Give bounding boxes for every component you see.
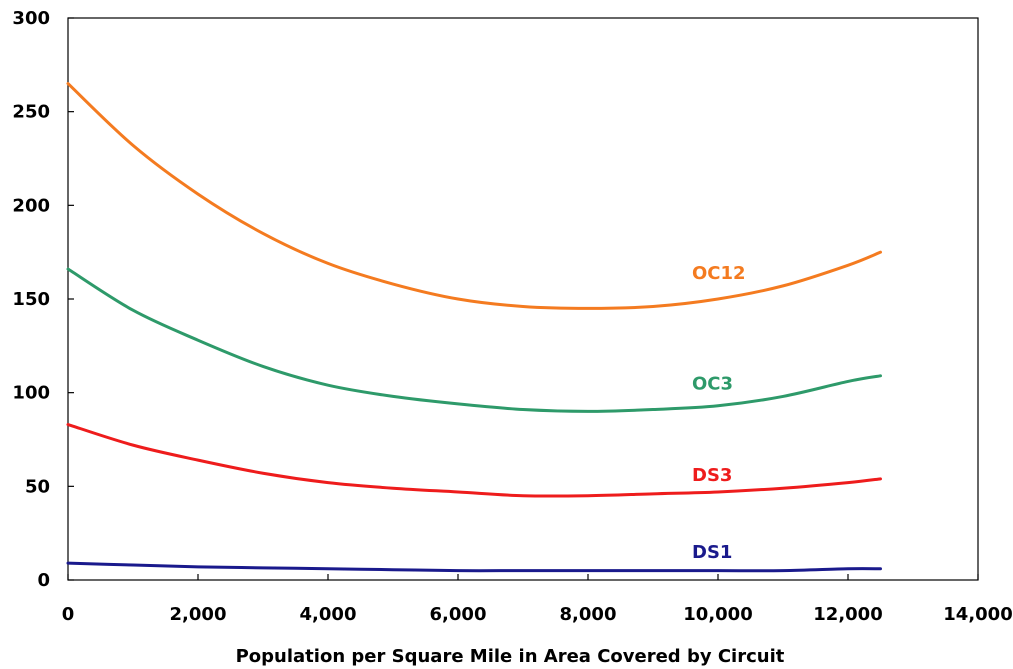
series-ds1: DS1 xyxy=(66,542,882,573)
series-label-oc12: OC12 xyxy=(692,263,746,284)
y-tick-label: 300 xyxy=(12,8,50,29)
series-ds3: DS3 xyxy=(66,423,882,498)
x-tick-label: 6,000 xyxy=(430,604,487,625)
x-tick-label: 10,000 xyxy=(683,604,752,625)
series-line-oc12 xyxy=(66,82,882,310)
y-tick-label: 0 xyxy=(37,570,50,591)
series-line-oc3 xyxy=(66,267,882,413)
series-label-ds1: DS1 xyxy=(692,542,732,563)
series-layer: OC12 OC3 DS3 DS1 xyxy=(66,82,882,573)
series-oc12: OC12 xyxy=(66,82,882,310)
x-tick-label: 4,000 xyxy=(300,604,357,625)
y-tick-label: 100 xyxy=(12,383,50,404)
x-tick-label: 8,000 xyxy=(560,604,617,625)
series-label-ds3: DS3 xyxy=(692,465,732,486)
axes-layer: 0 50 100 150 200 250 300 0 2,000 4,000 6,000 8,000 1… xyxy=(12,8,1012,625)
x-tick-label: 0 xyxy=(62,604,75,625)
y-tick-label: 250 xyxy=(12,102,50,123)
y-tick-label: 150 xyxy=(12,289,50,310)
x-tick-label: 14,000 xyxy=(943,604,1012,625)
series-line-ds3 xyxy=(66,423,882,498)
x-tick-label: 2,000 xyxy=(170,604,227,625)
y-tick-label: 200 xyxy=(12,195,50,216)
y-tick-label: 50 xyxy=(25,476,50,497)
series-label-oc3: OC3 xyxy=(692,373,733,394)
x-tick-label: 12,000 xyxy=(813,604,882,625)
series-line-ds1 xyxy=(66,561,882,573)
x-axis-title: Population per Square Mile in Area Cover… xyxy=(236,646,785,667)
series-oc3: OC3 xyxy=(66,267,882,413)
